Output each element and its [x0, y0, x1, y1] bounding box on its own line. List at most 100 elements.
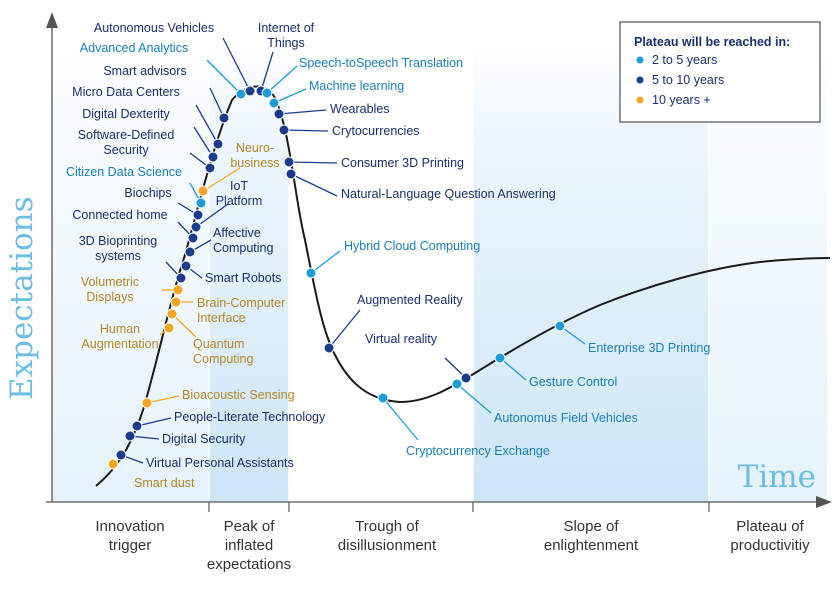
leader-speech-tospeech-translation [266, 65, 298, 94]
label-digital-security: Digital Security [162, 432, 246, 446]
point-connected-home [187, 232, 199, 244]
label-bioacoustic-sensing: Bioacoustic Sensing [182, 388, 295, 402]
leader-wearables [278, 109, 327, 115]
label-autonomus-field-vehicles: Autonomus Field Vehicles [494, 411, 638, 425]
label-smart-advisors: Smart advisors [103, 64, 186, 78]
y-axis-arrow [46, 12, 58, 28]
leader-iot-platform [195, 203, 229, 228]
point-neuro-business [197, 185, 209, 197]
legend: Plateau will be reached in: 2 to 5 years 5… [619, 21, 821, 123]
point-enterprise-3d-printing [554, 320, 566, 332]
point-software-defined-security [204, 162, 216, 174]
x-axis-arrow [816, 496, 832, 508]
point-digital-security [124, 430, 136, 442]
label-quantum-computing: Quantum Computing [193, 337, 253, 366]
legend-marker-2-to-5-years [636, 56, 644, 64]
label-micro-data-centers: Micro Data Centers [72, 85, 180, 99]
point-labels: Smart dust Virtual Personal Assistants Dig… [66, 21, 710, 490]
leader-augmented-reality [328, 309, 361, 349]
label-human-augmentation: Human Augmentation [81, 322, 158, 351]
label-people-literate-technology: People-Literate Technology [174, 410, 326, 424]
label-iot-platform: IoT Platform [216, 179, 263, 208]
leader-gesture-control [499, 357, 527, 381]
point-advanced-analytics [235, 88, 247, 100]
phase-label-plateau-of-productivitiy: Plateau of productivitiy [730, 518, 810, 554]
leader-quantum-computing [171, 313, 197, 338]
label-neuro-business: Neuro-business [230, 141, 279, 170]
point-hybrid-cloud-computing [305, 267, 317, 279]
label-speech-tospeech-translation: Speech-toSpeech Translation [299, 56, 463, 70]
leader-consumer-3d-printing [288, 161, 338, 164]
label-smart-robots: Smart Robots [205, 271, 281, 285]
data-points [107, 85, 566, 470]
leader-autonomus-field-vehicles [456, 383, 492, 414]
point-human-augmentation [163, 322, 175, 334]
point-brain-computer-interface [170, 296, 182, 308]
label-crytocurrencies: Crytocurrencies [332, 124, 420, 138]
point-autonomous-vehicles [244, 85, 256, 97]
leader-machine-learning [273, 88, 307, 104]
legend-box [619, 21, 821, 123]
leader-lines [120, 37, 586, 464]
phase-label-peak-of-inflated-expectations: Peak of inflated expectations [207, 518, 291, 573]
y-axis-title: Expectations [4, 196, 40, 400]
label-citizen-data-science: Citizen Data Science [66, 165, 182, 179]
label-cryptocurrency-exchange: Cryptocurrency Exchange [406, 444, 550, 458]
label-volumetric-displays: Volumetric Displays [81, 275, 139, 304]
label-digital-dexterity: Digital Dexterity [82, 107, 170, 121]
point-gesture-control [494, 352, 506, 364]
point-citizen-data-science [195, 197, 207, 209]
label-biochips: Biochips [124, 186, 171, 200]
phase-label-trough-of-disillusionment: Trough of disillusionment [338, 518, 437, 554]
point-consumer-3d-printing [283, 156, 295, 168]
x-axis-title: Time [738, 459, 816, 495]
point-people-literate-technology [131, 420, 143, 432]
label-affective-computing: Affective Computing [213, 226, 273, 255]
point-wearables [273, 108, 285, 120]
leader-cryptocurrency-exchange [382, 397, 419, 441]
band-trigger [52, 40, 209, 502]
label-internet-of-things: Internet of Things [258, 21, 315, 50]
label-advanced-analytics: Advanced Analytics [80, 41, 188, 55]
point-virtual-reality [460, 372, 472, 384]
leader-advanced-analytics [206, 59, 242, 95]
point-bioacoustic-sensing [141, 397, 153, 409]
label-brain-computer-interface: Brain-Computer Interface [197, 296, 285, 325]
legend-entry-5-to-10-years: 5 to 10 years [652, 73, 724, 87]
leader-digital-dexterity [193, 126, 214, 158]
leader-crytocurrencies [283, 129, 329, 132]
phase-label-innovation-trigger: Innovation trigger [95, 518, 164, 554]
point-quantum-computing [166, 308, 178, 320]
point-cryptocurrency-exchange [377, 392, 389, 404]
legend-title: Plateau will be reached in: [634, 35, 790, 49]
point-virtual-personal-assistants [115, 449, 127, 461]
label-gesture-control: Gesture Control [529, 375, 617, 389]
label-augmented-reality: Augmented Reality [357, 293, 463, 307]
phase-labels: Innovation trigger Peak of inflated expectat… [95, 518, 810, 573]
legend-marker-5-to-10-years [636, 76, 644, 84]
point-machine-learning [268, 97, 280, 109]
label-software-defined-security: Software-Defined Security [78, 128, 175, 157]
point-3d-bioprinting-systems [175, 272, 187, 284]
label-connected-home: Connected home [72, 208, 167, 222]
label-3d-bioprinting-systems: 3D Bioprinting systems [79, 234, 158, 263]
leader-smart-advisors [209, 87, 225, 119]
point-natural-language-question-answering [285, 168, 297, 180]
point-speech-tospeech-translation [261, 87, 273, 99]
label-enterprise-3d-printing: Enterprise 3D Printing [588, 341, 710, 355]
point-smart-dust [107, 458, 119, 470]
leader-neuro-business [202, 167, 241, 192]
point-digital-dexterity [207, 151, 219, 163]
leader-internet-of-things [260, 51, 274, 92]
leader-people-literate-technology [136, 417, 172, 427]
label-smart-dust: Smart dust [134, 476, 195, 490]
label-machine-learning: Machine learning [309, 79, 404, 93]
leader-natural-language-question-answering [290, 173, 338, 197]
legend-marker-10-years [636, 96, 644, 104]
point-micro-data-centers [212, 138, 224, 150]
leader-micro-data-centers [195, 104, 219, 145]
point-augmented-reality [323, 342, 335, 354]
point-affective-computing [184, 246, 196, 258]
point-smart-robots [180, 260, 192, 272]
